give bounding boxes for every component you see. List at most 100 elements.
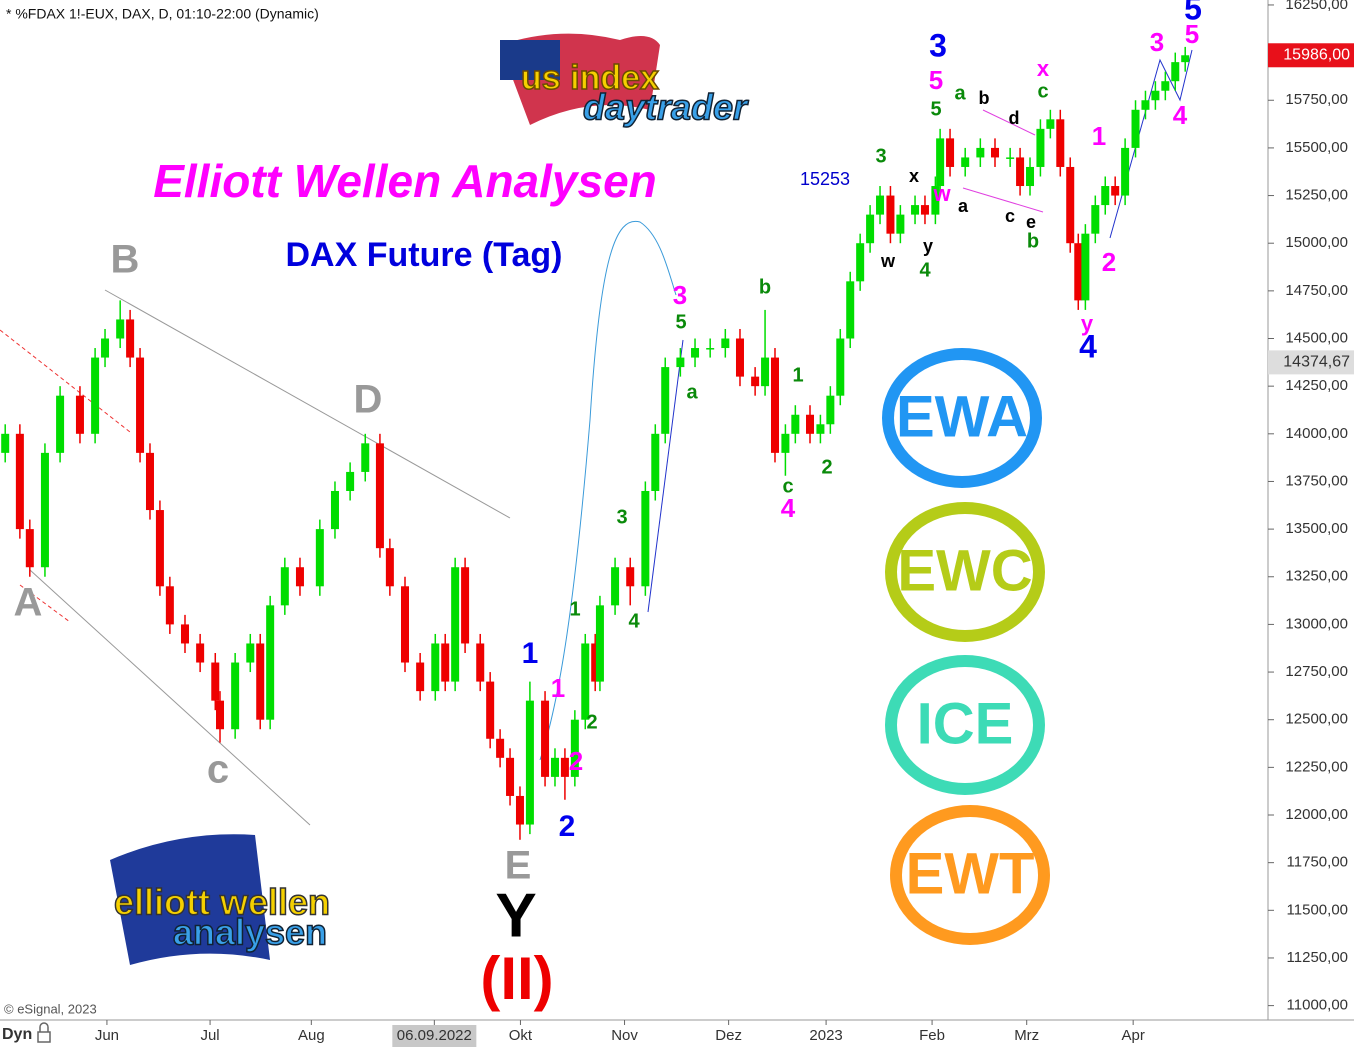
wave-label: Y	[495, 881, 536, 950]
triangle-line	[104, 289, 511, 519]
candle-body	[1016, 157, 1025, 187]
badge-text: ICE	[917, 691, 1014, 756]
wave-label: w	[932, 181, 951, 206]
candle-body	[476, 643, 485, 682]
candle-body	[856, 243, 865, 282]
candle-body	[506, 757, 515, 796]
badge-text: EWC	[897, 538, 1032, 603]
candle-body	[231, 662, 240, 730]
candle-body	[136, 357, 145, 453]
wave-label: 3	[929, 27, 947, 63]
y-tick-label: 12500,00	[1285, 711, 1348, 728]
candle-body	[751, 376, 760, 387]
lock-icon	[37, 1022, 51, 1043]
badge-ring	[885, 502, 1045, 642]
candle-body	[735, 338, 744, 377]
candle-body	[246, 643, 255, 663]
candle-body	[40, 452, 49, 568]
cursor-price-box	[1268, 350, 1354, 375]
wave-label: y	[1081, 311, 1094, 336]
wave-label: c	[1005, 206, 1015, 226]
candle-body	[581, 643, 590, 720]
wave-label: 4	[628, 610, 640, 632]
y-tick-label: 11750,00	[1287, 854, 1348, 871]
candle-body	[911, 205, 920, 215]
candle-body	[550, 757, 559, 777]
candle-body	[836, 338, 845, 396]
wave-label: 4	[919, 259, 931, 281]
candle-body	[641, 490, 650, 587]
badge-text: EWT	[906, 841, 1035, 906]
lock-body	[37, 1031, 51, 1043]
wave-label: 3	[875, 145, 886, 167]
y-tick-label: 14500,00	[1285, 329, 1348, 346]
indicator-line	[539, 220, 677, 761]
triangle-line	[982, 109, 1036, 136]
candle-body	[385, 548, 394, 587]
candle-body	[361, 443, 370, 472]
wave-label: 3	[673, 280, 687, 310]
candle-body	[461, 567, 470, 644]
candle-body	[560, 757, 569, 777]
candles	[1, 46, 1190, 840]
wave-label: b	[759, 276, 771, 298]
y-axis-area	[1268, 0, 1354, 1047]
x-axis-area	[0, 1020, 1354, 1047]
candle-body	[791, 414, 800, 434]
candle-body	[56, 395, 65, 453]
candle-body	[866, 214, 875, 244]
candle-body	[416, 662, 425, 692]
candle-body	[1141, 100, 1150, 110]
candle-body	[180, 624, 189, 644]
candle-body	[1046, 119, 1055, 129]
wave-label: c	[782, 475, 793, 497]
candle-body	[280, 567, 289, 606]
header: * %FDAX 1!-EUX, DAX, D, 01:10-22:00 (Dyn…	[6, 6, 319, 22]
candle-body	[1101, 186, 1110, 206]
candle-body	[1131, 109, 1140, 148]
candle-body	[1036, 128, 1045, 167]
us-index-logo: us index daytrader	[500, 33, 750, 128]
y-tick-label: 14250,00	[1285, 377, 1348, 394]
candle-body	[155, 510, 164, 587]
candle-body	[216, 700, 225, 730]
candle-body	[330, 490, 339, 530]
x-tick-label: Feb	[919, 1027, 945, 1044]
wave-label: 1	[522, 637, 539, 670]
candle-body	[1111, 186, 1120, 196]
candle-body	[1151, 90, 1160, 101]
logo-text: analysen	[173, 912, 327, 953]
wave-label: 15253	[800, 169, 850, 189]
candle-body	[661, 367, 670, 434]
candle-body	[931, 186, 940, 215]
candle-body	[896, 214, 905, 234]
candle-body	[781, 433, 790, 453]
candle-body	[570, 719, 579, 777]
channel-line	[19, 584, 71, 623]
candle-body	[346, 471, 355, 491]
triangle-line	[29, 569, 311, 826]
flag	[110, 834, 270, 965]
candle-body	[846, 281, 855, 339]
candle-body	[1, 433, 10, 453]
elliott-logo: elliott wellen analysen	[110, 834, 331, 965]
x-tick-highlight	[392, 1025, 477, 1047]
wave-label: 4	[781, 493, 796, 523]
wave-label: (II)	[480, 945, 553, 1012]
y-tick-label: 13500,00	[1285, 520, 1348, 537]
candle-body	[1181, 55, 1190, 63]
y-tick-label: 15250,00	[1285, 187, 1348, 204]
cursor-price: 14374,67	[1283, 354, 1350, 371]
y-tick-label: 12250,00	[1285, 758, 1348, 775]
candle-body	[626, 567, 635, 587]
candle-body	[936, 138, 945, 187]
wave-label: w	[880, 251, 896, 271]
candle-body	[431, 643, 440, 692]
x-tick-label: Mrz	[1014, 1027, 1039, 1044]
last-price-box	[1268, 43, 1354, 68]
candle-body	[451, 567, 460, 682]
wave-line	[647, 339, 684, 613]
subtitle: DAX Future (Tag)	[285, 236, 562, 274]
wave-label: 5	[929, 65, 943, 95]
